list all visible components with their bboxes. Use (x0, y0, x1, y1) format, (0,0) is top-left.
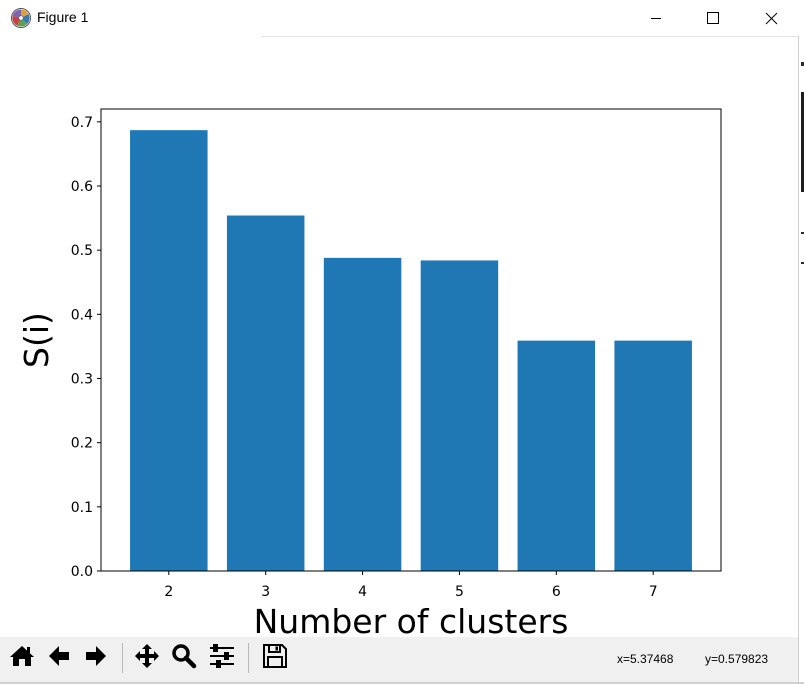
x-axis-label: Number of clusters (254, 602, 569, 637)
y-tick-label: 0.1 (71, 500, 93, 516)
y-tick-label: 0.0 (71, 564, 93, 580)
edge-mark (801, 92, 804, 192)
x-coordinate-readout: x=5.37468 (617, 652, 674, 666)
y-tick-label: 0.4 (71, 307, 93, 323)
close-button[interactable] (742, 0, 800, 36)
configure-subplots-button[interactable] (205, 641, 239, 675)
forward-arrow-icon (84, 644, 108, 672)
save-icon (262, 643, 288, 673)
window-title: Figure 1 (37, 9, 89, 25)
toolbar-separator (248, 643, 249, 673)
axes-frame (100, 108, 722, 572)
y-tick-label: 0.7 (71, 115, 93, 131)
zoom-icon (171, 643, 197, 673)
pan-icon (134, 643, 160, 673)
bar-chart: 0.0 0.1 0.2 0.3 0.4 0.5 0.6 0.7 2 3 4 5 6 7 Number of … (17, 108, 722, 637)
navigation-toolbar: x=5.37468 y=0.579823 (0, 637, 798, 682)
minimize-button[interactable] (627, 0, 685, 36)
bar-6 (517, 340, 596, 571)
bar-5 (420, 260, 499, 571)
x-tick-label: 4 (358, 584, 367, 600)
y-tick-label: 0.5 (71, 243, 93, 259)
figure-canvas[interactable]: 0.0 0.1 0.2 0.3 0.4 0.5 0.6 0.7 2 3 4 5 6 7 Number of … (0, 37, 798, 637)
bar-4 (323, 257, 402, 571)
close-icon (765, 12, 778, 25)
y-axis-label: S(i) (17, 312, 56, 368)
edge-mark (801, 262, 804, 264)
y-tick-label: 0.3 (71, 372, 93, 388)
x-tick-label: 5 (455, 584, 464, 600)
back-arrow-icon (47, 644, 71, 672)
toolbar-separator (122, 643, 123, 673)
forward-button[interactable] (79, 641, 113, 675)
x-tick-label: 7 (649, 584, 658, 600)
minimize-icon (650, 12, 662, 24)
home-icon (9, 644, 35, 672)
pan-button[interactable] (130, 641, 164, 675)
edge-mark (801, 62, 804, 66)
back-button[interactable] (42, 641, 76, 675)
maximize-button[interactable] (684, 0, 742, 36)
home-button[interactable] (5, 641, 39, 675)
zoom-button[interactable] (167, 641, 201, 675)
bar-3 (226, 215, 305, 571)
x-tick-label: 6 (552, 584, 561, 600)
window-edge (798, 36, 804, 684)
save-button[interactable] (258, 641, 292, 675)
maximize-icon (707, 12, 719, 24)
configure-subplots-icon (208, 643, 236, 673)
y-tick-label: 0.2 (71, 436, 93, 452)
x-tick-label: 2 (164, 584, 173, 600)
x-tick-label: 3 (261, 584, 270, 600)
y-tick-label: 0.6 (71, 179, 93, 195)
title-bar: Figure 1 (0, 0, 804, 36)
matplotlib-logo-icon (10, 7, 32, 29)
bar-2 (130, 130, 208, 572)
y-coordinate-readout: y=0.579823 (705, 652, 769, 666)
title-separator (262, 36, 798, 37)
bar-7 (614, 340, 692, 571)
window-bottom-border (0, 682, 804, 684)
edge-mark (801, 232, 804, 234)
